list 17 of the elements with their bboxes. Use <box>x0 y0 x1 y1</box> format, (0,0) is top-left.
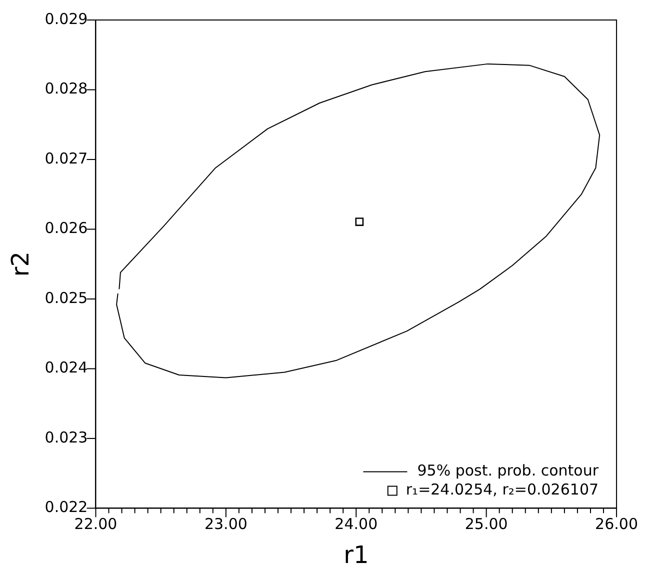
x-tick-label: 26.00 <box>595 515 638 534</box>
legend-label: 95% post. prob. contour <box>417 462 600 480</box>
y-axis-title: r2 <box>6 252 35 277</box>
x-tick-label: 25.00 <box>464 515 508 534</box>
y-tick-label: 0.024 <box>44 358 88 377</box>
x-tick-label: 22.00 <box>74 515 118 534</box>
y-tick-label: 0.027 <box>44 149 88 168</box>
y-tick-label: 0.023 <box>44 428 88 446</box>
x-tick-label: 24.00 <box>334 515 378 534</box>
y-tick-label: 0.028 <box>44 80 88 98</box>
y-tick-label: 0.025 <box>44 288 88 307</box>
legend-label: r₁=24.0254, r₂=0.026107 <box>406 480 599 499</box>
y-tick-label: 0.029 <box>44 10 88 28</box>
y-tick-label: 0.022 <box>44 498 88 516</box>
x-tick-label: 23.00 <box>204 515 248 534</box>
y-tick-label: 0.026 <box>44 219 88 238</box>
x-axis-title: r1 <box>344 540 369 569</box>
